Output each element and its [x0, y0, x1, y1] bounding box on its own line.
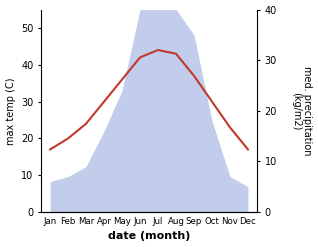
Y-axis label: max temp (C): max temp (C) — [5, 77, 16, 144]
Y-axis label: med. precipitation
(kg/m2): med. precipitation (kg/m2) — [291, 66, 313, 156]
X-axis label: date (month): date (month) — [108, 231, 190, 242]
